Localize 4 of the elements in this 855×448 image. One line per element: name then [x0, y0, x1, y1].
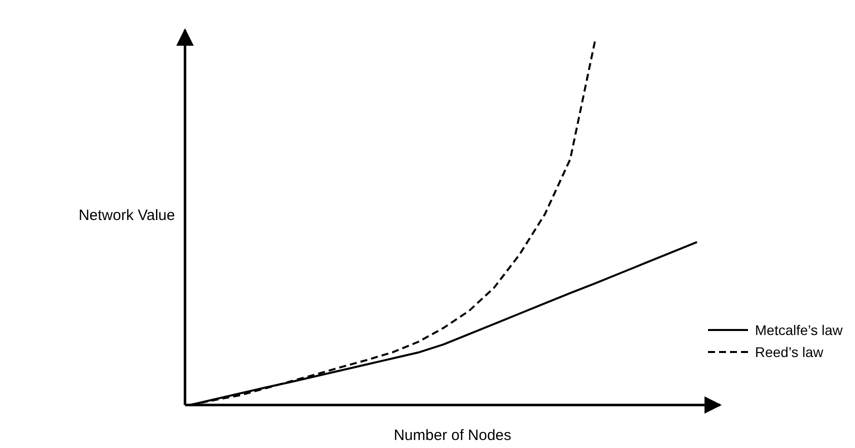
- legend-label: Reed’s law: [755, 344, 824, 360]
- x-axis-title: Number of Nodes: [394, 427, 512, 444]
- y-axis-title: Network Value: [78, 207, 175, 224]
- legend-label: Metcalfe’s law: [755, 322, 844, 338]
